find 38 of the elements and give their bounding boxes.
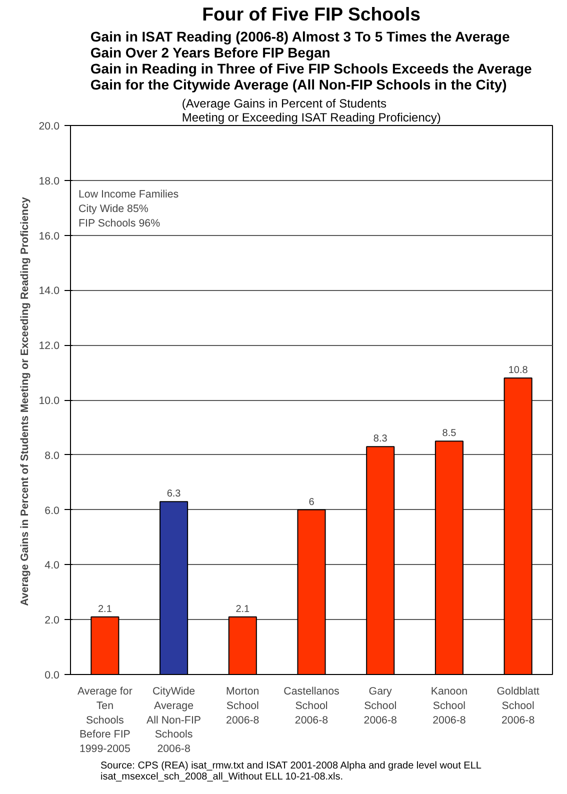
x-tick-label: CityWide Average All Non-FIP Schools 2006-8 [146,686,202,756]
data-label: 8.5 [442,428,457,440]
y-tick-label: 16.0 [38,230,60,242]
y-tick-label: 6.0 [44,504,60,517]
source-note: Source: CPS (REA) isat_rmw.txt and ISAT 2001-2008 Alpha and grade level wout ELL isat_msexcel_sch_2008_all_Without ELL 10-21-08.xls. [100,760,482,782]
y-tick-label: 12.0 [38,340,60,352]
data-label: 2.1 [98,604,112,615]
x-tick-label: Gary School 2006-8 [364,686,398,726]
x-tick-label: Castellanos School 2006-8 [284,686,340,726]
data-label: 2.1 [236,604,250,615]
data-label: 8.3 [373,434,388,445]
text: (Average Gains in Percent of Students Meeting or Exceeding ISAT Reading Proficiency) [182,96,441,124]
data-label: 6 [308,496,315,508]
data-label: 10.8 [508,365,528,376]
y-tick-label: 4.0 [44,560,60,572]
y-tick-label: 8.0 [44,450,60,462]
annotation: Low Income Families City Wide 85% FIP Schools 96% [78,188,179,230]
bar [504,378,532,674]
bar [90,616,120,674]
y-tick-label: 14.0 [38,285,60,298]
y-axis-title: Average Gains in Percent of Students Meeting or Exceeding Reading Proficiency [18,197,31,606]
x-tick-label: Morton School 2006-8 [226,686,260,726]
x-tick-label: Average for Ten Schools Before FIP 1999-2005 [77,686,133,756]
bar [297,509,326,674]
bar [228,616,257,674]
y-tick-label: 20.0 [38,120,60,132]
y-tick-label: 10.0 [38,395,60,407]
y-tick-label: 2.0 [44,614,60,627]
bar [366,446,395,674]
data-label: 6.3 [166,488,182,500]
x-tick-label: Kanoon School 2006-8 [430,686,468,726]
y-tick-label: 0.0 [44,670,60,682]
y-tick-label: 18.0 [38,175,60,188]
bar [434,440,464,674]
x-tick-label: Goldblatt School 2006-8 [496,686,540,726]
chart-title: Four of Five FIP Schools [202,4,421,24]
bar [160,501,188,674]
chart-subtitle: Gain in ISAT Reading (2006-8) Almost 3 To 5 Times the Average Gain Over 2 Years Before FIP Began Gain in Reading in Three of Five FIP Schools Exceeds the Average Gain for the Citywide Average (All Non-FIP Schools in the City) [90,28,532,92]
